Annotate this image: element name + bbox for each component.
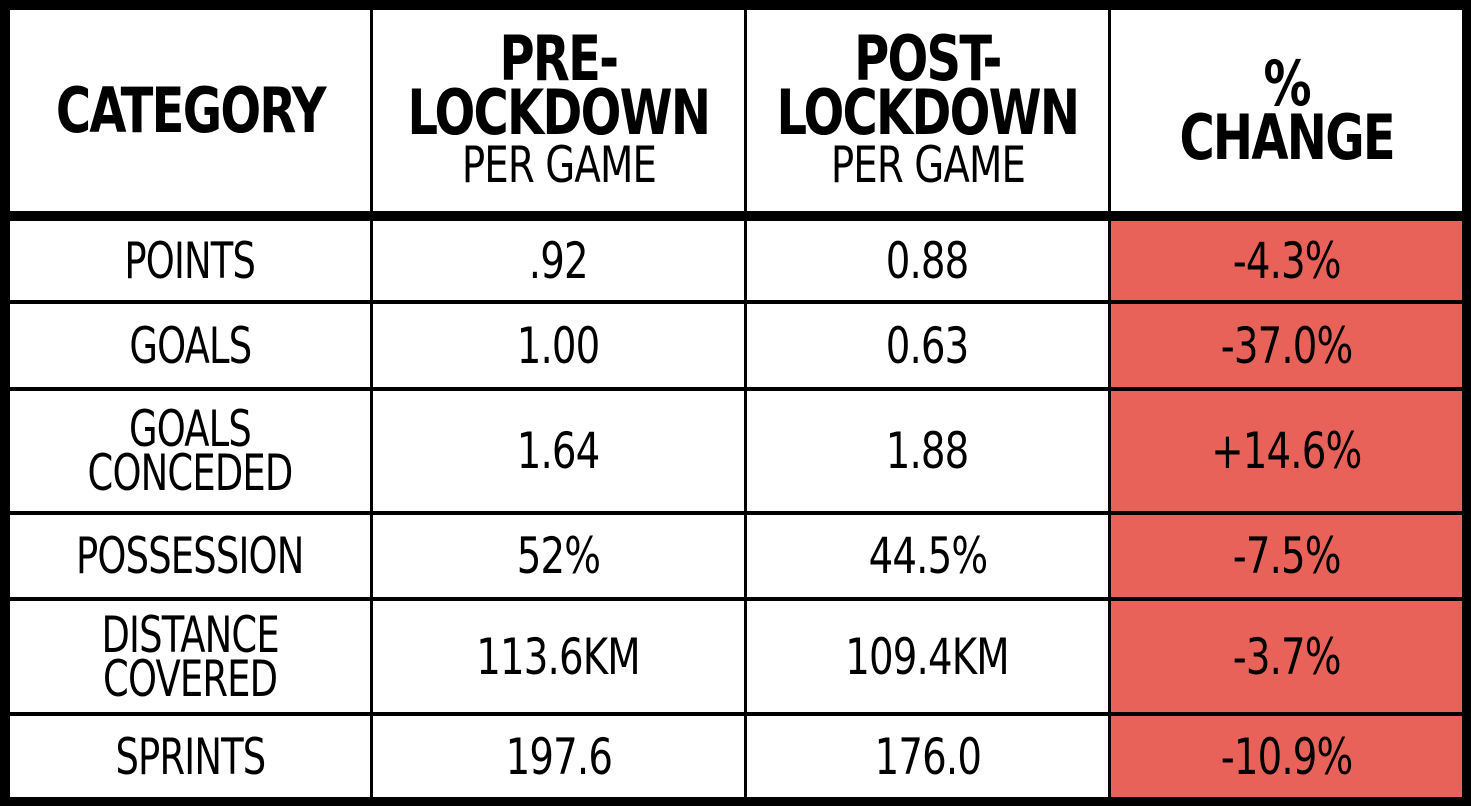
table-row-3-post: 44.5% — [747, 515, 1108, 597]
row-3-category-text: POSSESSION — [76, 527, 304, 585]
table-row-2-category: GOALS CONCEDED — [10, 391, 370, 511]
row-4-category-text: DISTANCE COVERED — [101, 605, 279, 708]
row-5-post-value: 176.0 — [874, 727, 981, 786]
table-row-2-change: +14.6% — [1111, 391, 1462, 511]
table-row-4-change: -3.7% — [1111, 601, 1462, 712]
table-row-1-category: GOALS — [10, 304, 370, 387]
table-row-0-post: 0.88 — [747, 221, 1108, 300]
table-row-4-pre: 113.6KM — [373, 601, 744, 712]
table-row-0-change: -4.3% — [1111, 221, 1462, 300]
table-row-2-pre: 1.64 — [373, 391, 744, 511]
row-5-change-value: -10.9% — [1220, 727, 1354, 786]
row-3-pre-value: 52% — [516, 527, 601, 585]
row-5-pre-value: 197.6 — [505, 727, 612, 786]
table-row-4-category: DISTANCE COVERED — [10, 601, 370, 712]
row-0-category-text: POINTS — [124, 231, 257, 290]
header-percent-change: % CHANGE — [1111, 10, 1462, 211]
header-pre-lockdown-label: PRE- LOCKDOWN — [407, 21, 711, 149]
table-row-2-post: 1.88 — [747, 391, 1108, 511]
header-pre-lockdown: PRE- LOCKDOWN PER GAME — [373, 10, 744, 211]
row-0-change-value: -4.3% — [1232, 231, 1342, 290]
table-row-5-pre: 197.6 — [373, 716, 744, 797]
header-category: CATEGORY — [10, 10, 370, 211]
row-0-post-value: 0.88 — [886, 231, 970, 290]
header-percent-change-label: % CHANGE — [1179, 46, 1395, 174]
row-1-post-value: 0.63 — [886, 316, 970, 375]
row-3-post-value: 44.5% — [868, 527, 987, 585]
table-row-3-change: -7.5% — [1111, 515, 1462, 597]
table-row-3-pre: 52% — [373, 515, 744, 597]
row-0-pre-value: .92 — [529, 231, 589, 290]
table-row-1-change: -37.0% — [1111, 304, 1462, 387]
row-4-pre-value: 113.6KM — [476, 627, 641, 686]
header-post-lockdown: POST- LOCKDOWN PER GAME — [747, 10, 1108, 211]
table-row-5-post: 176.0 — [747, 716, 1108, 797]
row-2-post-value: 1.88 — [886, 422, 970, 480]
table-row-0-pre: .92 — [373, 221, 744, 300]
table-row-1-pre: 1.00 — [373, 304, 744, 387]
header-post-lockdown-label: POST- LOCKDOWN — [776, 21, 1080, 149]
table-row-0-category: POINTS — [10, 221, 370, 300]
row-4-post-value: 109.4KM — [845, 627, 1010, 686]
row-1-change-value: -37.0% — [1220, 316, 1354, 375]
header-pre-lockdown-sub: PER GAME — [461, 135, 656, 194]
row-1-pre-value: 1.00 — [517, 316, 601, 375]
row-2-category-text: GOALS CONCEDED — [87, 400, 293, 502]
row-5-category-text: SPRINTS — [115, 727, 266, 786]
table-row-3-category: POSSESSION — [10, 515, 370, 597]
row-4-change-value: -3.7% — [1232, 627, 1342, 686]
table-row-5-change: -10.9% — [1111, 716, 1462, 797]
row-2-change-value: +14.6% — [1211, 422, 1362, 480]
header-category-label: CATEGORY — [55, 73, 327, 147]
row-2-pre-value: 1.64 — [517, 422, 601, 480]
table-row-4-post: 109.4KM — [747, 601, 1108, 712]
row-3-change-value: -7.5% — [1232, 527, 1342, 585]
header-post-lockdown-sub: PER GAME — [830, 135, 1025, 194]
table-row-5-category: SPRINTS — [10, 716, 370, 797]
table-row-1-post: 0.63 — [747, 304, 1108, 387]
row-1-category-text: GOALS — [128, 316, 252, 375]
